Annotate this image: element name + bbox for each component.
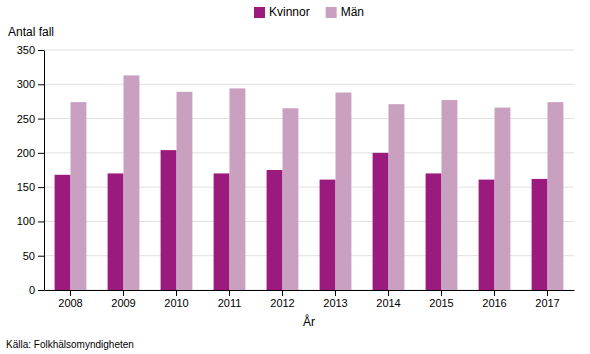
y-tick-mark	[38, 50, 44, 51]
y-tick-label: 100	[17, 215, 35, 227]
y-tick-label: 200	[17, 147, 35, 159]
x-tick-mark	[547, 290, 548, 296]
x-tick: 2011	[218, 290, 242, 309]
y-tick-label: 150	[17, 181, 35, 193]
x-tick: 2010	[164, 290, 188, 309]
x-tick-label: 2011	[218, 297, 242, 309]
bar	[55, 175, 71, 290]
y-tick: 250	[17, 113, 44, 125]
x-tick-mark	[494, 290, 495, 296]
bar	[389, 104, 405, 290]
x-tick-label: 2012	[270, 297, 294, 309]
bar	[267, 170, 283, 290]
x-tick: 2012	[270, 290, 294, 309]
x-tick-mark	[441, 290, 442, 296]
grid	[44, 50, 574, 290]
x-tick: 2014	[376, 290, 400, 309]
legend-swatch	[326, 7, 337, 18]
y-axis: 0 50 100 150 200 250 300 350	[17, 44, 45, 296]
x-tick-mark	[123, 290, 124, 296]
x-tick: 2013	[323, 290, 347, 309]
legend-item: Män	[326, 5, 364, 19]
y-tick-mark	[38, 119, 44, 120]
chart-container: 0 50 100 150 200 250 300 350 2008 2009 2010 2011 201…	[0, 0, 590, 354]
x-axis: 2008 2009 2010 2011 2012 2013 2014 2015 2016 2017	[45, 290, 575, 309]
x-tick-label: 2010	[164, 297, 188, 309]
bar	[161, 150, 177, 290]
y-tick-label: 0	[29, 284, 35, 296]
y-tick-mark	[38, 290, 44, 291]
y-tick: 150	[17, 181, 44, 193]
x-axis-title: År	[303, 314, 315, 329]
bar	[426, 173, 442, 290]
y-tick: 100	[17, 215, 44, 227]
x-tick: 2008	[58, 290, 82, 309]
caption: Källa: Folkhälsomyndigheten	[6, 339, 134, 350]
bar	[230, 88, 246, 290]
y-axis-title: Antal fall	[8, 25, 54, 39]
y-tick-mark	[38, 221, 44, 222]
bar	[177, 92, 193, 290]
bar	[320, 180, 336, 290]
x-tick-mark	[282, 290, 283, 296]
legend-label: Män	[341, 5, 364, 19]
legend-swatch	[254, 7, 265, 18]
y-tick-label: 350	[17, 44, 35, 56]
x-tick-mark	[335, 290, 336, 296]
x-tick-label: 2013	[323, 297, 347, 309]
x-tick-mark	[229, 290, 230, 296]
y-tick: 200	[17, 147, 44, 159]
chart-svg: 0 50 100 150 200 250 300 350 2008 2009 2010 2011 201…	[0, 0, 590, 354]
bar	[373, 153, 389, 290]
legend-label: Kvinnor	[269, 5, 310, 19]
bars	[55, 75, 564, 290]
legend: Kvinnor Män	[254, 5, 364, 19]
y-tick-mark	[38, 187, 44, 188]
y-tick-label: 50	[23, 250, 35, 262]
y-tick: 350	[17, 44, 44, 56]
y-tick: 0	[29, 284, 44, 296]
bar	[548, 102, 564, 290]
y-axis-line	[44, 51, 45, 291]
bar	[108, 173, 124, 290]
y-tick-mark	[38, 153, 44, 154]
x-tick: 2015	[429, 290, 453, 309]
legend-item: Kvinnor	[254, 5, 310, 19]
y-tick-mark	[38, 256, 44, 257]
bar	[442, 100, 458, 290]
bar	[495, 108, 511, 290]
x-tick-label: 2014	[376, 297, 400, 309]
x-tick-label: 2008	[58, 297, 82, 309]
x-tick: 2017	[535, 290, 559, 309]
x-tick-label: 2016	[482, 297, 506, 309]
x-tick-label: 2015	[429, 297, 453, 309]
bar-series	[71, 75, 564, 290]
y-tick: 50	[23, 250, 44, 262]
y-tick-mark	[38, 84, 44, 85]
x-tick: 2016	[482, 290, 506, 309]
x-tick-label: 2009	[111, 297, 135, 309]
x-tick-mark	[176, 290, 177, 296]
y-tick-label: 250	[17, 113, 35, 125]
bar	[71, 102, 87, 290]
bar	[532, 179, 548, 290]
bar	[479, 180, 495, 290]
x-tick-label: 2017	[535, 297, 559, 309]
grid-line	[44, 50, 574, 51]
bar	[283, 108, 299, 290]
bar	[336, 93, 352, 290]
plot-area: 0 50 100 150 200 250 300 350 2008 2009 2010 2011 201…	[17, 44, 575, 309]
x-tick: 2009	[111, 290, 135, 309]
x-tick-mark	[70, 290, 71, 296]
bar	[124, 75, 140, 290]
y-tick: 300	[17, 78, 44, 90]
y-tick-label: 300	[17, 78, 35, 90]
x-tick-mark	[388, 290, 389, 296]
bar	[214, 173, 230, 290]
